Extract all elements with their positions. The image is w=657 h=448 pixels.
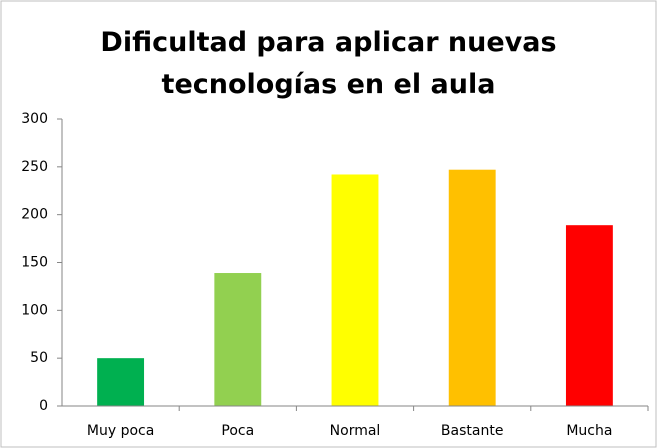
x-tick-label: Bastante [441, 423, 504, 439]
bar [565, 225, 613, 406]
y-tick-label: 200 [21, 207, 48, 223]
y-tick-label: 300 [21, 111, 48, 127]
bar [331, 174, 379, 406]
y-tick-label: 100 [21, 302, 48, 318]
y-tick-label: 250 [21, 159, 48, 175]
x-tick-label: Normal [330, 423, 381, 439]
y-tick-label: 50 [30, 350, 48, 366]
x-tick-label: Poca [221, 423, 254, 439]
y-tick-label: 150 [21, 255, 48, 271]
x-tick-label: Mucha [566, 423, 612, 439]
bar [214, 273, 262, 406]
chart-title: Dificultad para aplicar nuevas tecnologí… [100, 27, 557, 100]
x-tick-label: Muy poca [87, 423, 154, 439]
bar [448, 169, 496, 406]
bar [97, 358, 145, 406]
y-tick-label: 0 [39, 398, 48, 414]
